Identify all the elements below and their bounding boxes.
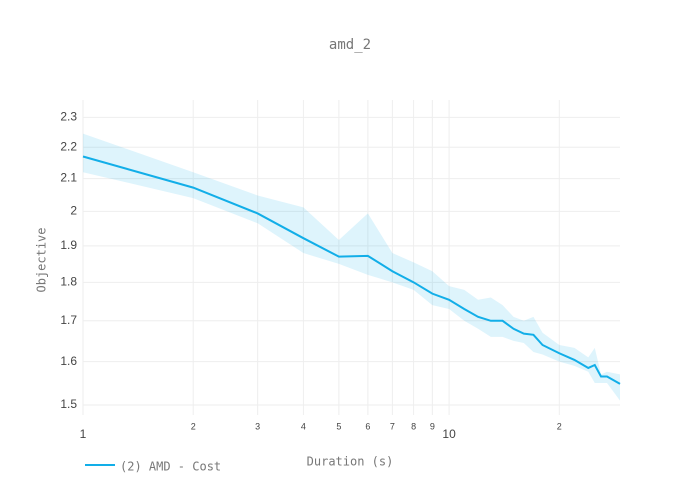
chart-title: amd_2: [329, 37, 371, 53]
x-tick-label: 10: [442, 427, 456, 441]
y-tick-label: 2: [70, 204, 77, 218]
y-tick-label: 2.2: [60, 139, 77, 153]
x-tick-label: 9: [430, 421, 435, 431]
confidence-band: [83, 133, 620, 401]
line: [82, 155, 621, 385]
y-tick-label: 2.1: [60, 171, 77, 185]
y-tick-label: 1.6: [60, 354, 77, 368]
y-tick-label: 1.8: [60, 275, 77, 289]
x-tick-label: 6: [365, 421, 370, 431]
x-tick-label: 1: [80, 427, 87, 441]
x-tick-label: 8: [411, 421, 416, 431]
legend-label: (2) AMD - Cost: [120, 460, 221, 474]
y-tick-label: 1.7: [60, 313, 77, 327]
y-tick-label: 2.3: [60, 110, 77, 124]
x-axis-title: Duration (s): [307, 455, 394, 469]
x-tick-label: 4: [301, 421, 306, 431]
y-axis-title: Objective: [35, 227, 49, 292]
x-tick-label: 2: [557, 421, 562, 431]
y-tick-label: 1.5: [60, 397, 77, 411]
x-tick-label: 2: [191, 421, 196, 431]
x-tick-label: 3: [255, 421, 260, 431]
x-tick-label: 5: [336, 421, 341, 431]
x-tick-label: 7: [390, 421, 395, 431]
y-tick-label: 1.9: [60, 238, 77, 252]
